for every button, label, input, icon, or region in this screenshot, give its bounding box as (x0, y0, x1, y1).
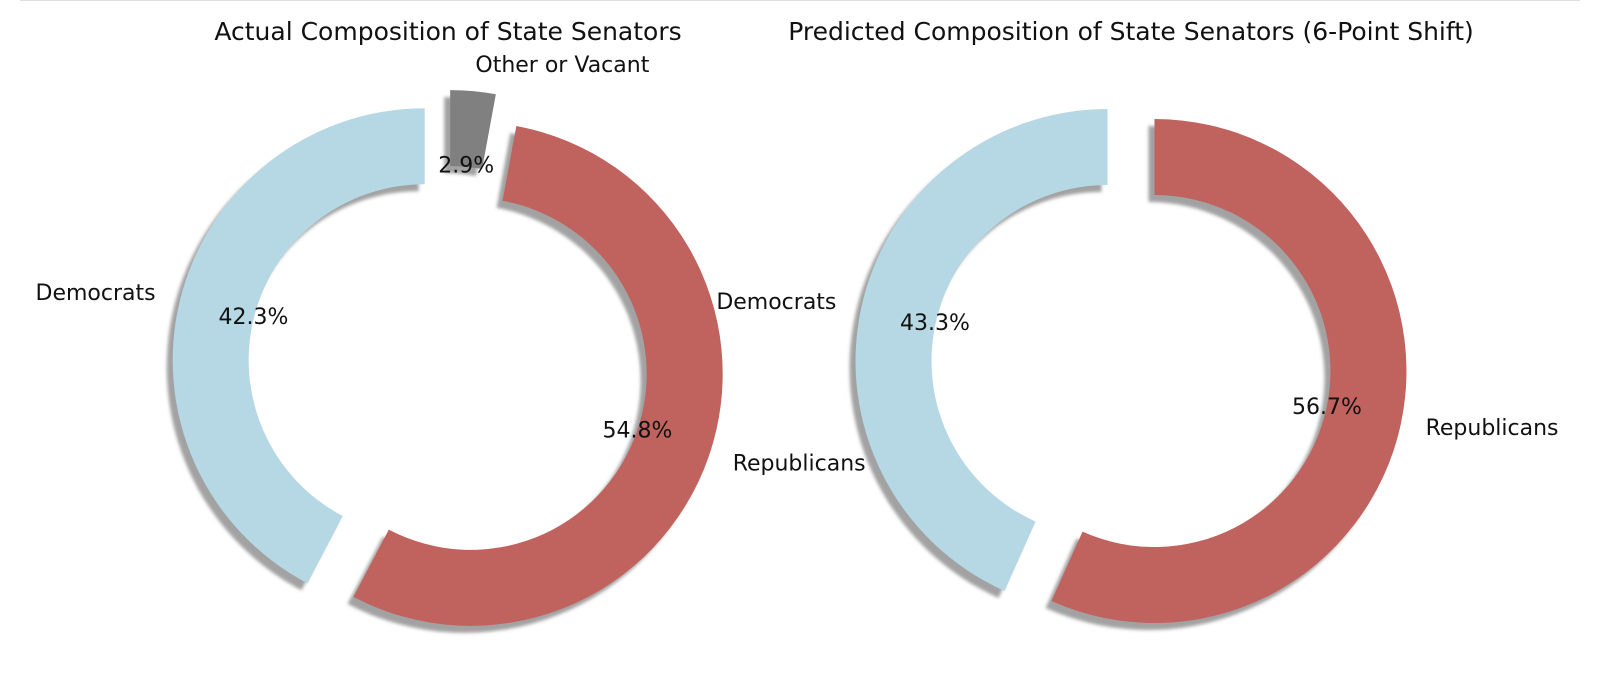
predicted-composition-chart: Predicted Composition of State Senators … (716, 17, 1559, 631)
democrats-slice (855, 108, 1108, 591)
republicans-percent-label: 54.8% (602, 419, 672, 444)
other-or-vacant-label: Other or Vacant (475, 53, 649, 78)
actual-composition-chart: Actual Composition of State Senators Dem… (36, 17, 866, 633)
democrats-slice (172, 108, 425, 584)
democrats-label: Democrats (36, 281, 156, 306)
republicans-slice (1051, 119, 1407, 624)
other-or-vacant-slice (450, 90, 496, 170)
republicans-slice (353, 126, 723, 626)
other-or-vacant-percent-label: 2.9% (438, 153, 494, 178)
republicans-label: Republicans (733, 452, 866, 477)
democrats-percent-label: 42.3% (218, 305, 288, 330)
chart-title: Actual Composition of State Senators (214, 17, 681, 46)
republicans-percent-label: 56.7% (1292, 395, 1362, 420)
democrats-label: Democrats (716, 290, 836, 315)
republicans-label: Republicans (1426, 416, 1559, 441)
democrats-percent-label: 43.3% (900, 311, 970, 336)
chart-title: Predicted Composition of State Senators … (788, 17, 1474, 46)
